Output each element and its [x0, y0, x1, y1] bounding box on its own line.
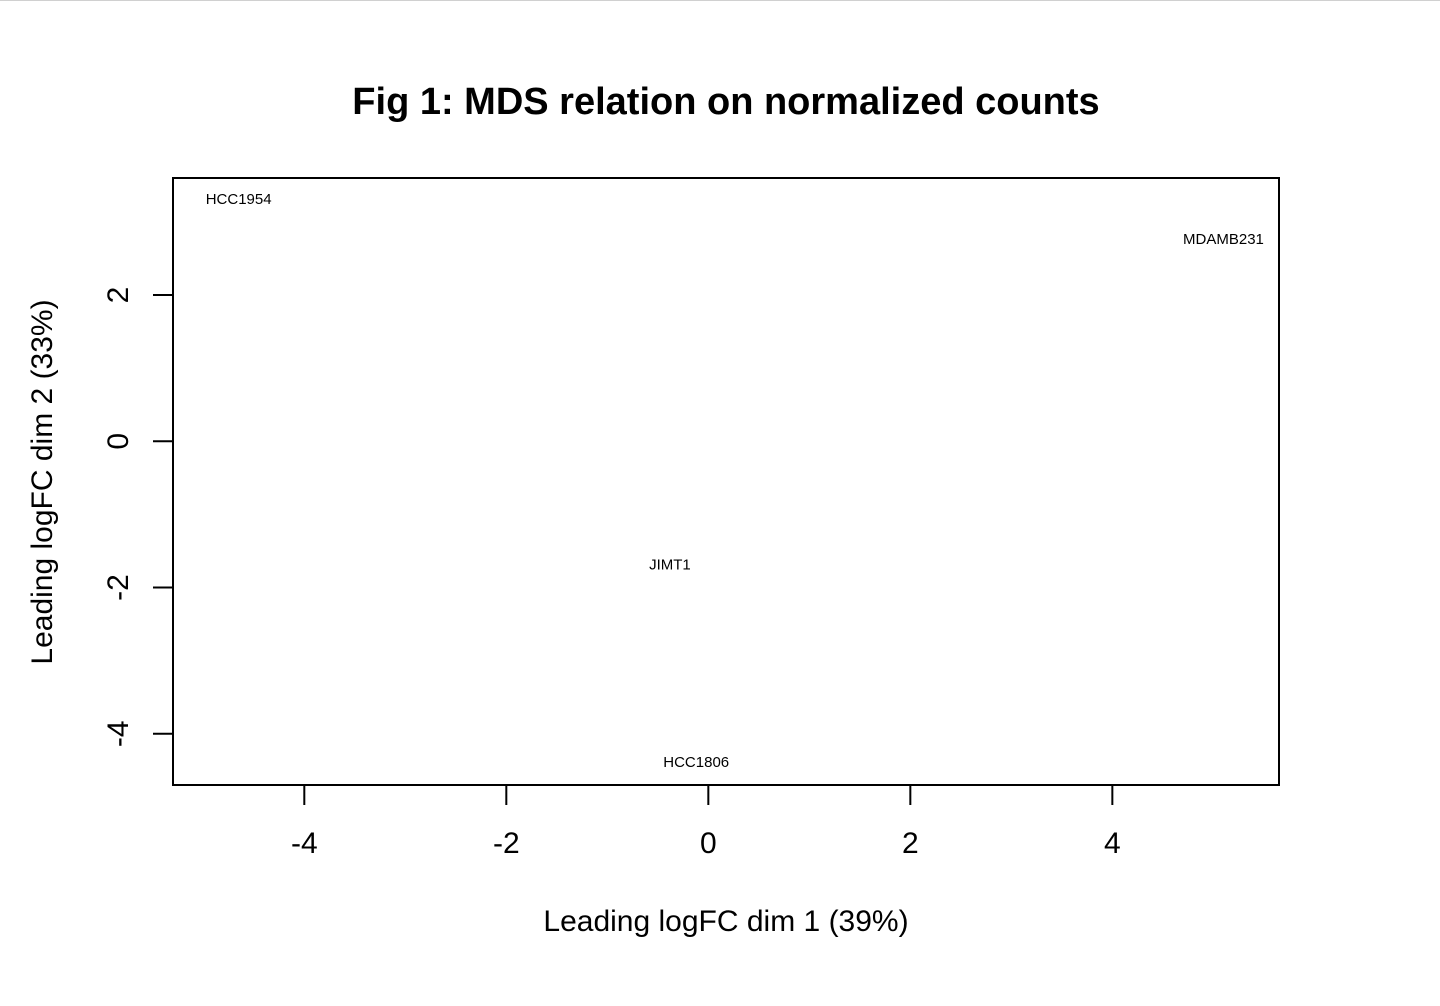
x-tick-label: 4 — [1104, 827, 1121, 860]
x-axis-label: Leading logFC dim 1 (39%) — [543, 905, 908, 938]
y-tick-label: -4 — [102, 720, 135, 747]
point-labels: HCC1954 MDAMB231 JIMT1 HCC1806 — [206, 191, 1264, 771]
x-tick-label: 0 — [700, 827, 717, 860]
plot-frame — [172, 177, 1280, 786]
y-tick-label: -2 — [102, 574, 135, 601]
point-label-hcc1954: HCC1954 — [206, 191, 272, 208]
point-label-mdamb231: MDAMB231 — [1183, 231, 1264, 248]
chart-title: Fig 1: MDS relation on normalized counts — [352, 81, 1099, 123]
y-axis: -4 -2 0 2 — [102, 287, 173, 747]
x-tick-label: -4 — [291, 827, 318, 860]
top-divider — [0, 0, 1440, 1]
point-label-hcc1806: HCC1806 — [663, 754, 729, 771]
y-tick-label: 0 — [102, 433, 135, 450]
y-tick-label: 2 — [102, 287, 135, 304]
y-axis-label: Leading logFC dim 2 (33%) — [26, 299, 59, 664]
x-tick-label: 2 — [902, 827, 919, 860]
x-axis: -4 -2 0 2 4 — [291, 785, 1121, 860]
point-label-jimt1: JIMT1 — [649, 557, 691, 574]
x-tick-label: -2 — [493, 827, 520, 860]
